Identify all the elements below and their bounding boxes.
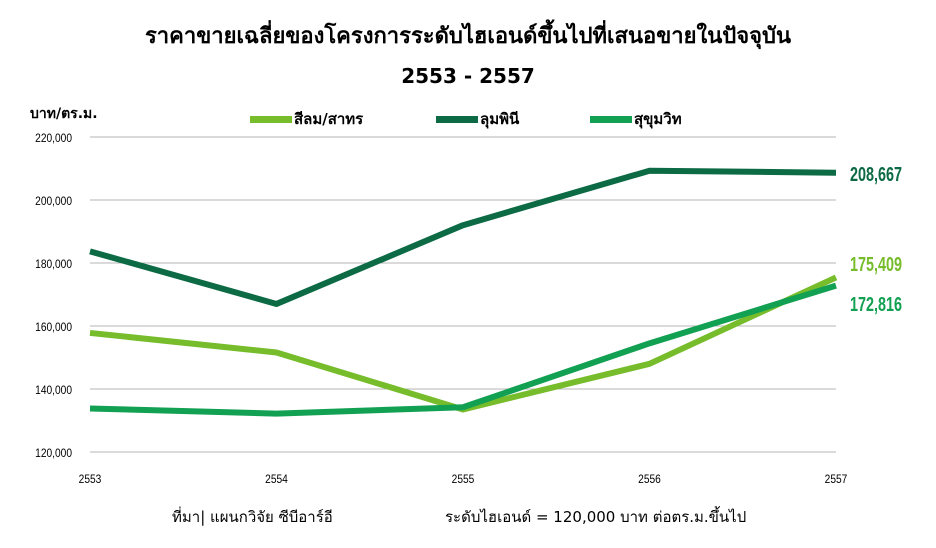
x-tick-label: 2556 bbox=[638, 473, 661, 486]
y-axis-unit: บาท/ตร.ม. bbox=[30, 106, 98, 122]
legend-label-lumpini: ลุมพินี bbox=[480, 110, 520, 128]
legend-swatch-lumpini bbox=[436, 115, 478, 123]
y-tick-label: 140,000 bbox=[35, 384, 72, 397]
x-tick-label: 2553 bbox=[79, 473, 102, 486]
y-tick-label: 160,000 bbox=[35, 321, 72, 334]
chart-title: ราคาขายเฉลี่ยของโครงการระดับไฮเอนด์ขึ้นไ… bbox=[144, 24, 792, 49]
series-line-silom bbox=[89, 274, 838, 413]
end-value-label-sukhumvit: 172,816 bbox=[850, 293, 902, 316]
x-tick-label: 2557 bbox=[825, 473, 848, 486]
y-tick-label: 200,000 bbox=[35, 195, 72, 208]
y-tick-label: 220,000 bbox=[35, 132, 72, 145]
legend-swatch-silom bbox=[250, 115, 292, 123]
legend-item-lumpini: ลุมพินี bbox=[436, 107, 519, 131]
x-tick-label: 2555 bbox=[452, 473, 475, 486]
chart-subtitle: 2553 - 2557 bbox=[401, 64, 535, 88]
end-value-label-silom: 175,409 bbox=[850, 253, 902, 276]
series-line-lumpini bbox=[89, 167, 837, 307]
legend-label-silom: สีลม/สาทร bbox=[294, 110, 364, 128]
source-note: ที่มา| แผนกวิจัย ซีบีอาร์อี bbox=[172, 508, 333, 526]
legend-swatch-sukhumvit bbox=[590, 115, 632, 123]
y-tick-label: 120,000 bbox=[35, 447, 72, 460]
end-value-label-lumpini: 208,667 bbox=[850, 163, 902, 186]
legend-label-sukhumvit: สุขุมวิท bbox=[634, 110, 682, 128]
legend-item-silom: สีลม/สาทร bbox=[250, 107, 363, 131]
x-tick-label: 2554 bbox=[265, 473, 288, 486]
definition-note: ระดับไฮเอนด์ = 120,000 บาท ต่อตร.ม.ขึ้นไ… bbox=[445, 508, 747, 526]
series-line-sukhumvit bbox=[89, 282, 837, 417]
y-tick-label: 180,000 bbox=[35, 258, 72, 271]
legend-item-sukhumvit: สุขุมวิท bbox=[590, 107, 682, 131]
